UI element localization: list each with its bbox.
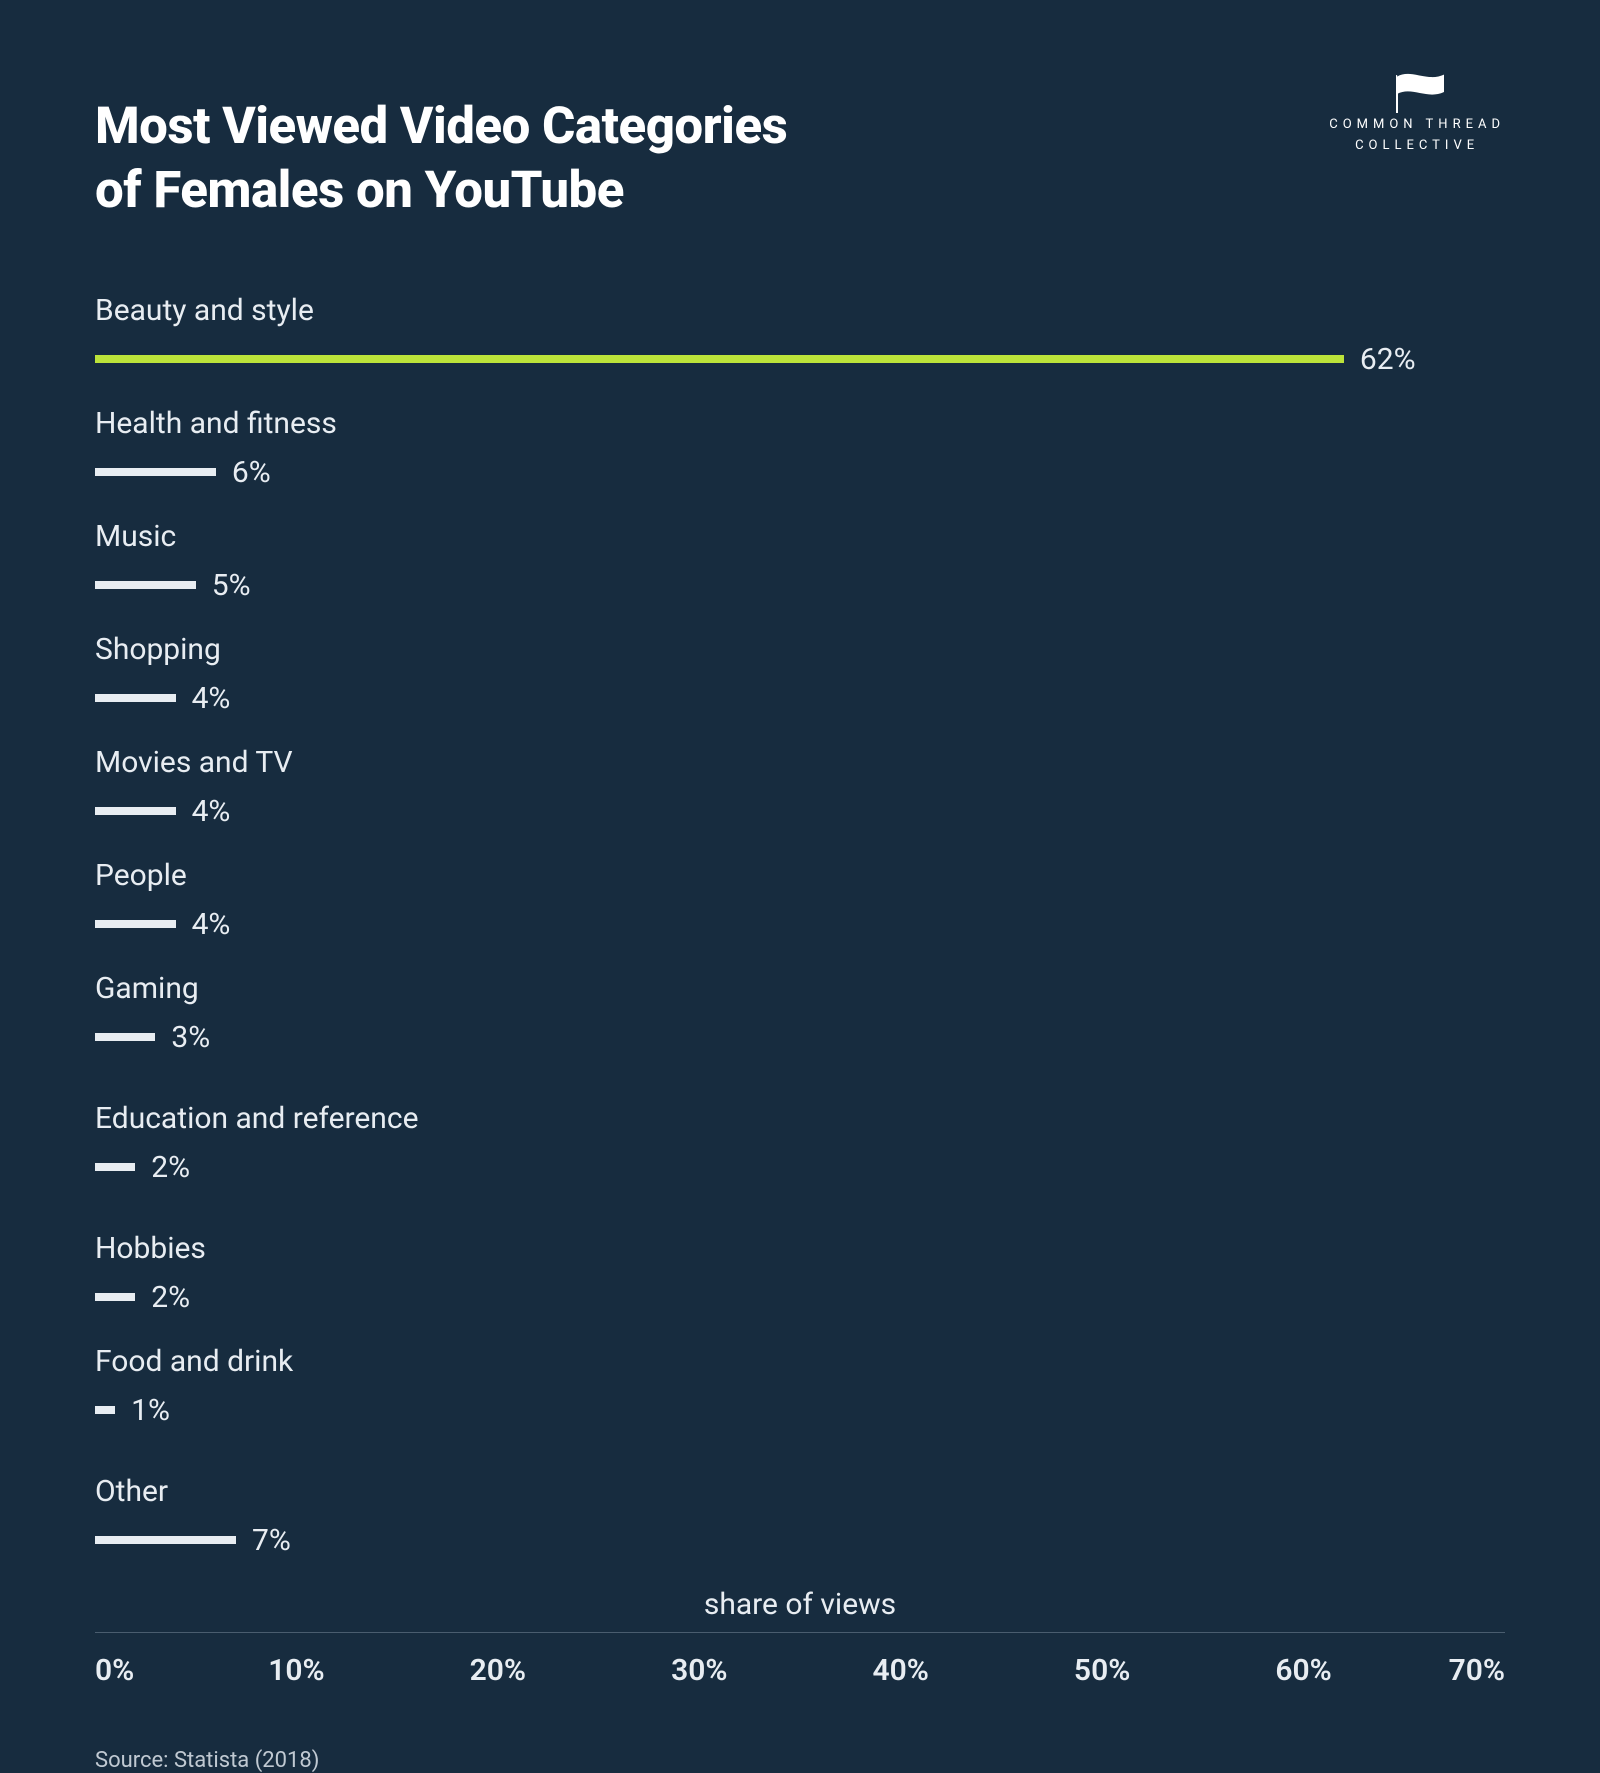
value-label: 2% [151, 1280, 190, 1315]
title-line-2: of Females on YouTube [95, 161, 624, 220]
bar-row: Movies and TV 4% [95, 745, 1505, 829]
bar [95, 1536, 236, 1544]
bar-row: Education and reference 2% [95, 1101, 1505, 1185]
category-label: Gaming [95, 971, 1505, 1006]
value-label: 6% [232, 455, 271, 490]
brand-logo: COMMON THREAD COLLECTIVE [1329, 70, 1505, 157]
bar-row: Music 5% [95, 519, 1505, 603]
bar [95, 581, 196, 589]
bar-line: 62% [95, 342, 1505, 377]
category-label: People [95, 858, 1505, 893]
bar-line: 4% [95, 681, 1505, 716]
bar-line: 4% [95, 794, 1505, 829]
bar [95, 355, 1344, 363]
logo-text: COMMON THREAD COLLECTIVE [1329, 115, 1505, 157]
value-label: 3% [171, 1020, 210, 1055]
flag-icon [1382, 70, 1452, 115]
bar-chart: Beauty and style 62% Health and fitness 6% M… [95, 293, 1505, 1773]
category-label: Hobbies [95, 1231, 1505, 1266]
bar [95, 1293, 135, 1301]
bar-row: Beauty and style 62% [95, 293, 1505, 377]
x-tick: 50% [1074, 1653, 1130, 1688]
bar-line: 2% [95, 1280, 1505, 1315]
value-label: 62% [1360, 342, 1416, 377]
bar-line: 6% [95, 455, 1505, 490]
chart-title: Most Viewed Video Categories of Females … [95, 95, 787, 223]
category-label: Beauty and style [95, 293, 1505, 328]
value-label: 7% [252, 1523, 291, 1558]
bars-container: Beauty and style 62% Health and fitness 6% M… [95, 293, 1505, 1558]
category-label: Food and drink [95, 1344, 1505, 1379]
bar-line: 5% [95, 568, 1505, 603]
bar-line: 1% [95, 1393, 1505, 1428]
bar [95, 1033, 155, 1041]
x-axis-caption: share of views [95, 1587, 1505, 1622]
value-label: 4% [192, 794, 231, 829]
x-axis-ticks: 0% 10% 20% 30% 40% 50% 60% 70% [95, 1653, 1505, 1693]
bar-row: Health and fitness 6% [95, 406, 1505, 490]
x-tick: 20% [470, 1653, 526, 1688]
bar-line: 7% [95, 1523, 1505, 1558]
category-label: Movies and TV [95, 745, 1505, 780]
x-tick: 60% [1275, 1653, 1331, 1688]
value-label: 4% [192, 681, 231, 716]
x-tick: 10% [268, 1653, 324, 1688]
bar [95, 694, 176, 702]
bar-row: Other 7% [95, 1474, 1505, 1558]
x-tick: 70% [1449, 1653, 1505, 1688]
bar [95, 1163, 135, 1171]
category-label: Education and reference [95, 1101, 1505, 1136]
bar-row: Hobbies 2% [95, 1231, 1505, 1315]
x-axis-line [95, 1632, 1505, 1633]
value-label: 2% [151, 1150, 190, 1185]
category-label: Music [95, 519, 1505, 554]
logo-line-1: COMMON THREAD [1329, 117, 1505, 132]
value-label: 4% [192, 907, 231, 942]
bar-row: Gaming 3% [95, 971, 1505, 1055]
bar-row: Food and drink 1% [95, 1344, 1505, 1428]
value-label: 5% [212, 568, 251, 603]
logo-line-2: COLLECTIVE [1355, 138, 1479, 153]
category-label: Health and fitness [95, 406, 1505, 441]
x-tick: 30% [671, 1653, 727, 1688]
x-tick: 0% [95, 1653, 134, 1688]
bar-line: 3% [95, 1020, 1505, 1055]
bar-row: Shopping 4% [95, 632, 1505, 716]
x-tick: 40% [872, 1653, 928, 1688]
category-label: Shopping [95, 632, 1505, 667]
header: Most Viewed Video Categories of Females … [95, 95, 1505, 223]
bar [95, 807, 176, 815]
bar [95, 920, 176, 928]
bar-line: 4% [95, 907, 1505, 942]
bar-line: 2% [95, 1150, 1505, 1185]
value-label: 1% [131, 1393, 170, 1428]
bar [95, 468, 216, 476]
bar [95, 1406, 115, 1414]
category-label: Other [95, 1474, 1505, 1509]
title-line-1: Most Viewed Video Categories [95, 97, 787, 156]
bar-row: People 4% [95, 858, 1505, 942]
source-attribution: Source: Statista (2018) [95, 1748, 1505, 1773]
